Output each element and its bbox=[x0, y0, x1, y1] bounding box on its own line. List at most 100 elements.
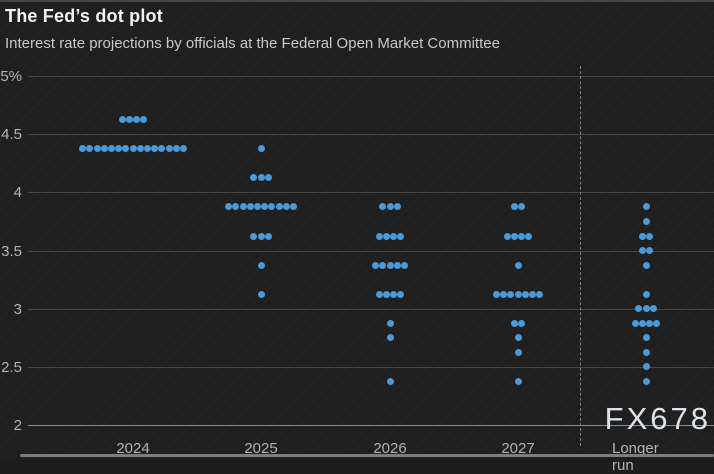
projection-dot bbox=[158, 145, 166, 153]
projection-dot bbox=[518, 319, 526, 327]
projection-dot bbox=[382, 232, 390, 240]
x-tick-label-longer-run: Longer run bbox=[612, 440, 659, 474]
gridline bbox=[28, 134, 714, 136]
projection-dot bbox=[151, 145, 159, 153]
projection-dot bbox=[140, 116, 148, 124]
chart-subtitle: Interest rate projections by officials a… bbox=[5, 35, 500, 52]
projection-dot bbox=[264, 174, 272, 182]
projection-dot bbox=[386, 319, 394, 327]
projection-dot bbox=[638, 247, 646, 254]
gridline bbox=[28, 76, 714, 77]
projection-dot bbox=[275, 203, 283, 211]
projection-dot bbox=[521, 290, 529, 298]
projection-dot bbox=[536, 290, 544, 298]
projection-dot bbox=[239, 203, 247, 211]
projection-dot bbox=[518, 232, 526, 240]
projection-dot bbox=[257, 261, 265, 269]
projection-dot bbox=[268, 203, 276, 211]
projection-dot bbox=[232, 203, 240, 211]
projection-dot bbox=[107, 145, 115, 153]
projection-dot bbox=[525, 232, 533, 240]
projection-dot bbox=[165, 145, 173, 153]
projection-dot bbox=[642, 203, 650, 211]
projection-dot bbox=[642, 348, 650, 356]
projection-dot bbox=[257, 290, 265, 298]
projection-dot bbox=[179, 145, 187, 153]
projection-dot bbox=[375, 232, 383, 240]
projection-dot bbox=[510, 203, 518, 211]
projection-dot bbox=[514, 348, 522, 356]
projection-dot bbox=[503, 232, 511, 240]
chart-title: The Fed’s dot plot bbox=[5, 6, 163, 26]
x-tick-label-2024: 2024 bbox=[116, 440, 150, 457]
projection-dot bbox=[257, 145, 265, 153]
projection-dot bbox=[386, 377, 394, 385]
projection-dot bbox=[372, 261, 380, 269]
watermark-fx678: FX678 bbox=[604, 401, 711, 436]
projection-dot bbox=[289, 203, 297, 211]
projection-dot bbox=[500, 290, 508, 298]
projection-dot bbox=[649, 305, 657, 313]
projection-dot bbox=[250, 174, 258, 182]
projection-dot bbox=[122, 145, 130, 153]
projection-dot bbox=[100, 145, 108, 153]
projection-dot bbox=[257, 232, 265, 240]
projection-dot bbox=[510, 319, 518, 327]
projection-dot bbox=[253, 203, 261, 211]
y-tick-label: 3.5 bbox=[1, 242, 22, 260]
projection-dot bbox=[646, 247, 654, 254]
x-tick-label-2025: 2025 bbox=[244, 440, 278, 457]
gridline bbox=[28, 308, 714, 310]
projection-dot bbox=[514, 377, 522, 385]
projection-dot bbox=[390, 232, 398, 240]
projection-dot bbox=[492, 290, 500, 298]
x-tick-label-2027: 2027 bbox=[501, 440, 535, 457]
projection-dot bbox=[261, 203, 269, 211]
projection-dot bbox=[264, 232, 272, 240]
projection-dot bbox=[393, 261, 401, 269]
gridline bbox=[28, 366, 714, 368]
horizontal-scrollbar[interactable] bbox=[20, 454, 714, 457]
projection-dot bbox=[115, 145, 123, 153]
projection-dot bbox=[510, 232, 518, 240]
gridline bbox=[28, 425, 714, 426]
x-tick-label-2026: 2026 bbox=[373, 440, 407, 457]
projection-dot bbox=[129, 145, 137, 153]
projection-dot bbox=[638, 319, 646, 327]
projection-dot bbox=[646, 319, 654, 327]
y-tick-label: 5% bbox=[0, 68, 22, 85]
gridline bbox=[28, 192, 714, 194]
projection-dot bbox=[646, 232, 654, 240]
projection-dot bbox=[386, 334, 394, 342]
projection-dot bbox=[518, 203, 526, 211]
projection-dot bbox=[642, 363, 650, 371]
projection-dot bbox=[282, 203, 290, 211]
projection-dot bbox=[133, 116, 141, 124]
projection-dot bbox=[143, 145, 151, 153]
projection-dot bbox=[250, 232, 258, 240]
projection-dot bbox=[257, 174, 265, 182]
projection-dot bbox=[528, 290, 536, 298]
gridline bbox=[28, 250, 714, 252]
projection-dot bbox=[93, 145, 101, 153]
projection-dot bbox=[514, 290, 522, 298]
y-tick-label: 4 bbox=[13, 184, 22, 202]
projection-dot bbox=[375, 290, 383, 298]
y-tick-label: 2.5 bbox=[1, 358, 22, 376]
projection-dot bbox=[642, 261, 650, 269]
projection-dot bbox=[631, 319, 639, 327]
projection-dot bbox=[397, 290, 405, 298]
projection-dot bbox=[635, 305, 643, 313]
longer-run-separator bbox=[580, 66, 581, 446]
projection-dot bbox=[246, 203, 254, 211]
projection-dot bbox=[642, 290, 650, 298]
projection-dot bbox=[653, 319, 661, 327]
projection-dot bbox=[514, 261, 522, 269]
projection-dot bbox=[225, 203, 233, 211]
projection-dot bbox=[79, 145, 87, 153]
projection-dot bbox=[172, 145, 180, 153]
projection-dot bbox=[390, 290, 398, 298]
projection-dot bbox=[642, 305, 650, 313]
projection-dot bbox=[638, 232, 646, 240]
